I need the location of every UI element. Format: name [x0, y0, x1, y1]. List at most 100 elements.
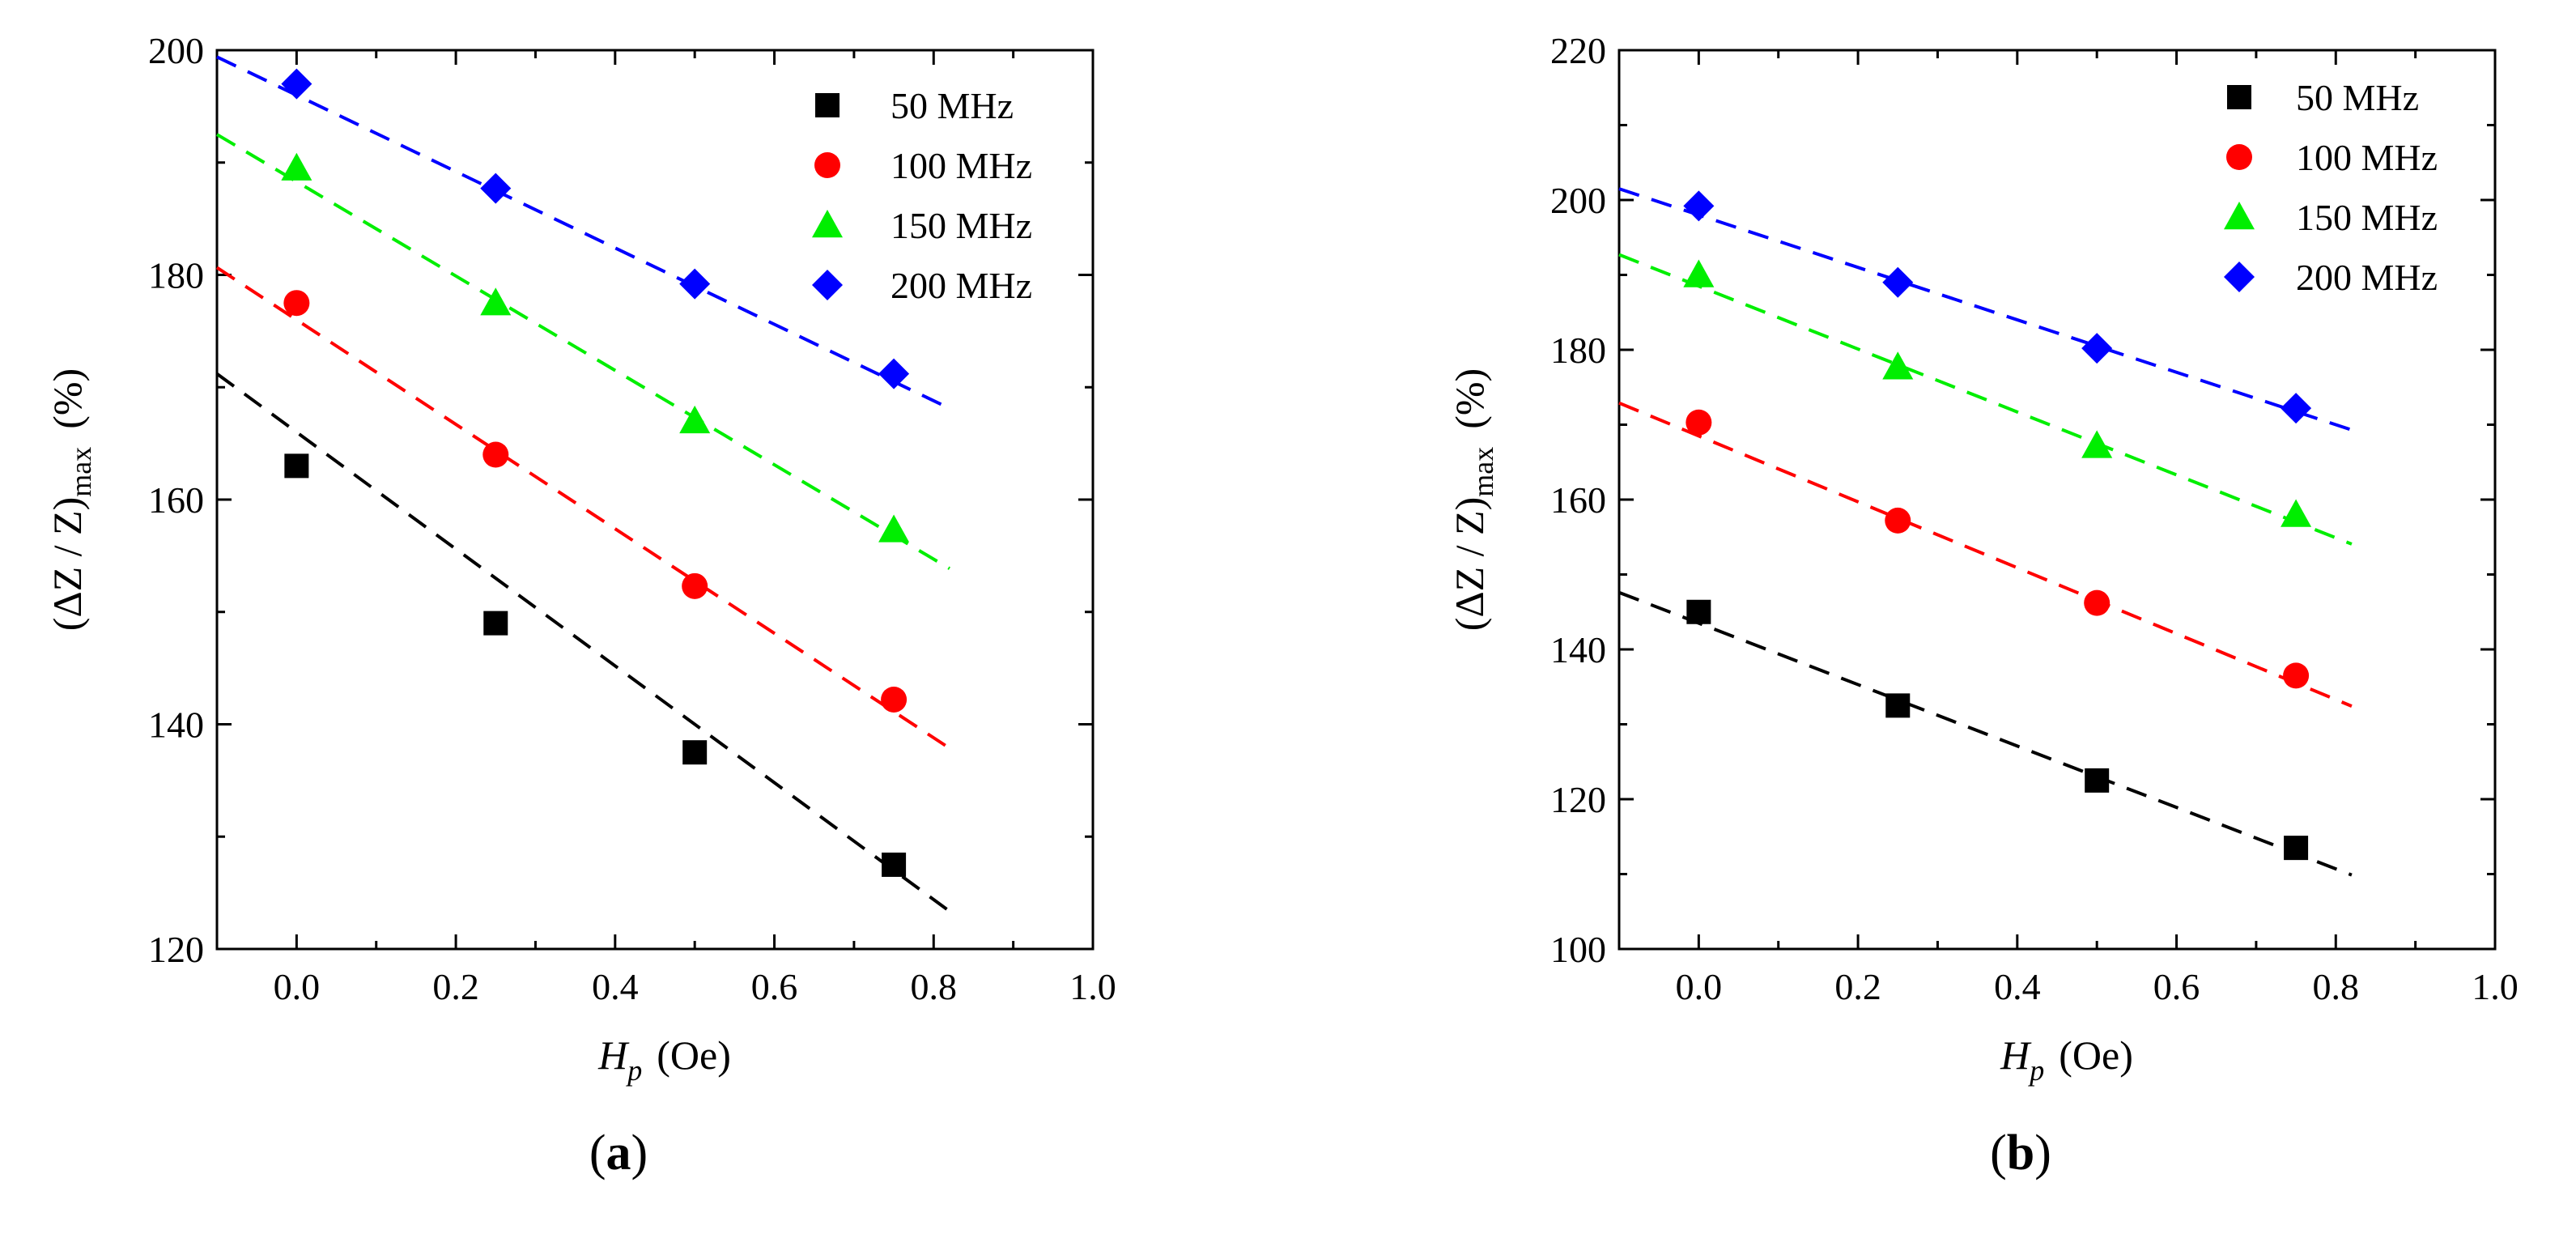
- legend-marker-2: [2226, 144, 2252, 170]
- legend-marker-4: [2224, 262, 2255, 292]
- x-tick-label: 0.8: [911, 966, 958, 1007]
- plot-frame-b: [1617, 49, 2497, 951]
- data-point-1-3: [2085, 768, 2110, 793]
- legend-label-3: 150 MHz: [891, 205, 1032, 246]
- data-point-4-4: [2281, 393, 2312, 424]
- data-point-3-1: [1683, 259, 1715, 287]
- fit-line-4: [1618, 187, 2353, 432]
- y-tick-label: 200: [148, 30, 204, 71]
- data-point-1-1: [1686, 599, 1711, 624]
- chart-a: 0.0 0.2 0.4 0.6 0.8 1.0 120 140 160 180 200 50 MHz 1…: [45, 30, 1116, 1181]
- data-point-3-4: [2281, 499, 2312, 527]
- y-axis-title-sub: max: [65, 447, 97, 497]
- fit-line-2: [215, 266, 951, 750]
- data-point-4-4: [878, 358, 910, 389]
- x-tick-label: 0.0: [1676, 966, 1723, 1007]
- y-tick-label: 140: [1550, 629, 1606, 670]
- y-axis-title-unit: (%): [1447, 368, 1492, 429]
- y-tick-label: 160: [1550, 479, 1606, 521]
- legend-marker-2: [814, 152, 840, 178]
- fit-line-1: [215, 372, 951, 913]
- x-axis-title-unit: (Oe): [2059, 1032, 2133, 1078]
- x-tick-label: 0.2: [1834, 966, 1881, 1007]
- y-tick-label: 180: [148, 255, 204, 296]
- data-point-1-2: [483, 611, 508, 636]
- panel-label-close: ): [2034, 1125, 2051, 1181]
- x-tick-label: 0.8: [2313, 966, 2360, 1007]
- data-point-4-3: [679, 268, 711, 300]
- x-axis-title: Hp (Oe): [597, 1032, 731, 1087]
- data-point-3-2: [480, 287, 512, 316]
- legend-label-4: 200 MHz: [2296, 257, 2438, 298]
- data-point-1-2: [1885, 693, 1911, 718]
- legend-marker-3: [2224, 202, 2255, 230]
- data-point-2-4: [2283, 662, 2310, 689]
- legend-label-1: 50 MHz: [891, 85, 1014, 126]
- y-tick-label: 140: [148, 704, 204, 746]
- x-axis-title-main: H: [2000, 1032, 2032, 1078]
- fit-line-3: [1618, 253, 2353, 546]
- y-tick-label: 200: [1550, 180, 1606, 221]
- y-axis-title-main: (ΔZ / Z): [45, 497, 90, 631]
- y-axis-title: (ΔZ / Z)max (%): [45, 368, 97, 631]
- data-point-2-1: [283, 290, 310, 317]
- data-point-4-1: [1683, 190, 1715, 222]
- panel-label-close: ): [631, 1125, 648, 1181]
- panel-label-letter: b: [2007, 1125, 2034, 1181]
- legend-label-2: 100 MHz: [891, 145, 1032, 186]
- y-axis-title-main: (ΔZ / Z): [1447, 497, 1492, 631]
- y-axis-title: (ΔZ / Z)max (%): [1447, 368, 1499, 631]
- x-axis-title-unit: (Oe): [657, 1032, 731, 1078]
- data-point-3-1: [281, 152, 312, 181]
- data-point-3-3: [2081, 430, 2113, 458]
- x-tick-label: 0.0: [274, 966, 321, 1007]
- legend-marker-1: [815, 93, 840, 117]
- data-point-2-2: [482, 441, 509, 468]
- x-tick-label: 1.0: [1069, 966, 1116, 1007]
- data-point-3-2: [1882, 351, 1914, 380]
- fit-line-1: [1618, 590, 2353, 877]
- legend-label-4: 200 MHz: [891, 265, 1032, 306]
- legend-marker-4: [812, 270, 843, 300]
- data-point-3-3: [679, 405, 711, 434]
- y-tick-label: 120: [1550, 779, 1606, 820]
- panel-label-open: (: [589, 1125, 606, 1181]
- data-point-2-1: [1685, 409, 1712, 436]
- x-axis-title-main: H: [597, 1032, 630, 1078]
- data-point-2-3: [682, 572, 708, 599]
- data-point-1-4: [2284, 836, 2309, 861]
- legend-label-1: 50 MHz: [2296, 77, 2419, 118]
- panel-label: (b): [1990, 1125, 2051, 1181]
- data-point-1-3: [682, 740, 708, 765]
- y-axis-title-unit: (%): [45, 368, 90, 429]
- x-tick-label: 0.4: [1994, 966, 2041, 1007]
- chart-b: 0.0 0.2 0.4 0.6 0.8 1.0 100 120 140 160 180 200 220 5…: [1447, 30, 2519, 1181]
- data-point-4-3: [2081, 333, 2113, 364]
- x-tick-label: 1.0: [2472, 966, 2519, 1007]
- x-tick-label: 0.4: [592, 966, 639, 1007]
- panel-label-open: (: [1990, 1125, 2007, 1181]
- data-point-1-4: [882, 852, 907, 877]
- y-tick-label: 220: [1550, 30, 1606, 71]
- data-point-2-4: [881, 686, 908, 713]
- x-axis-title: Hp (Oe): [2000, 1032, 2133, 1087]
- y-tick-label: 180: [1550, 330, 1606, 371]
- data-point-4-2: [1882, 266, 1914, 298]
- x-axis-title-sub: p: [625, 1054, 642, 1087]
- legend-label-2: 100 MHz: [2296, 137, 2438, 178]
- data-point-2-3: [2084, 589, 2111, 616]
- data-point-1-1: [284, 453, 309, 479]
- data-point-4-2: [480, 172, 512, 204]
- legend-marker-1: [2227, 85, 2251, 109]
- legend-marker-3: [812, 210, 843, 238]
- panel-label: (a): [589, 1125, 648, 1181]
- x-tick-label: 0.6: [751, 966, 798, 1007]
- data-point-3-4: [878, 514, 910, 543]
- x-tick-label: 0.2: [432, 966, 479, 1007]
- data-point-4-1: [281, 68, 312, 100]
- y-tick-label: 120: [148, 929, 204, 970]
- legend-label-3: 150 MHz: [2296, 197, 2438, 238]
- data-point-2-2: [1885, 507, 1911, 534]
- panel-label-letter: a: [606, 1125, 631, 1181]
